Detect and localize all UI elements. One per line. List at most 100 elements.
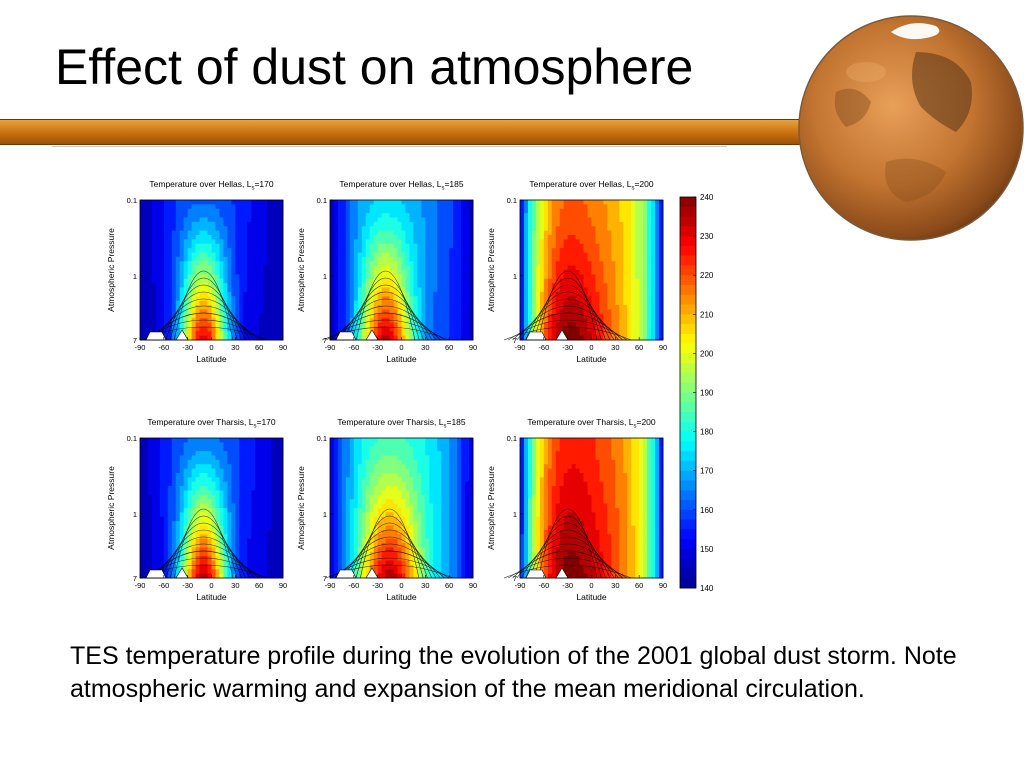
temperature-cell: [647, 252, 652, 258]
temperature-cell: [405, 451, 410, 456]
temperature-cell: [195, 313, 200, 319]
temperature-cell: [195, 256, 200, 262]
temperature-cell: [159, 464, 165, 470]
temperature-cell: [279, 481, 284, 487]
temperature-cell: [353, 274, 359, 280]
temperature-cell: [207, 296, 212, 302]
temperature-cell: [465, 305, 470, 310]
temperature-cell: [579, 252, 584, 258]
temperature-cell: [575, 331, 580, 337]
temperature-cell: [163, 508, 169, 513]
temperature-cell: [259, 529, 264, 535]
temperature-cell: [531, 326, 537, 332]
temperature-cell: [171, 204, 177, 210]
temperature-cell: [219, 573, 224, 579]
temperature-cell: [611, 322, 616, 328]
temperature-cell: [425, 318, 430, 323]
temperature-cell: [441, 243, 446, 249]
temperature-cell: [167, 265, 173, 271]
temperature-cell: [421, 287, 426, 293]
temperature-cell: [555, 252, 561, 258]
temperature-cell: [453, 235, 458, 240]
temperature-cell: [543, 226, 549, 232]
temperature-cell: [215, 287, 220, 293]
temperature-cell: [619, 331, 624, 337]
temperature-cell: [163, 274, 169, 280]
temperature-cell: [651, 252, 656, 258]
temperature-cell: [623, 221, 628, 227]
temperature-cell: [437, 256, 442, 262]
temperature-cell: [333, 252, 339, 258]
temperature-cell: [361, 464, 367, 470]
temperature-cell: [179, 248, 185, 253]
temperature-cell: [453, 326, 458, 332]
temperature-cell: [587, 331, 592, 337]
temperature-cell: [255, 213, 260, 218]
temperature-cell: [255, 451, 260, 456]
temperature-cell: [223, 481, 228, 487]
temperature-cell: [567, 313, 573, 319]
temperature-cell: [449, 204, 454, 210]
temperature-cell: [239, 547, 244, 553]
temperature-cell: [143, 217, 149, 223]
temperature-cell: [433, 270, 438, 275]
temperature-cell: [465, 442, 470, 448]
temperature-cell: [140, 217, 145, 223]
temperature-cell: [333, 278, 339, 284]
temperature-cell: [219, 477, 224, 483]
temperature-cell: [575, 300, 580, 306]
temperature-cell: [337, 313, 343, 319]
temperature-cell: [147, 318, 153, 323]
temperature-cell: [191, 322, 197, 328]
temperature-cell: [255, 235, 260, 240]
temperature-cell: [227, 248, 232, 253]
temperature-cell: [187, 300, 193, 306]
temperature-cell: [433, 300, 438, 306]
temperature-cell: [591, 243, 596, 249]
temperature-cell: [409, 252, 414, 258]
temperature-cell: [263, 252, 268, 258]
temperature-cell: [275, 213, 280, 218]
temperature-cell: [619, 200, 624, 205]
temperature-cell: [369, 261, 375, 267]
temperature-cell: [595, 300, 600, 306]
temperature-cell: [595, 230, 600, 236]
temperature-cell: [599, 208, 604, 214]
temperature-cell: [567, 239, 573, 245]
temperature-cell: [623, 230, 628, 236]
temperature-cell: [155, 274, 161, 280]
temperature-cell: [417, 221, 422, 227]
temperature-cell: [223, 512, 228, 518]
temperature-cell: [171, 296, 177, 302]
temperature-cell: [547, 204, 553, 210]
temperature-cell: [655, 239, 660, 245]
temperature-cell: [563, 296, 569, 302]
temperature-cell: [559, 291, 565, 297]
temperature-cell: [227, 291, 232, 297]
temperature-cell: [247, 283, 252, 288]
temperature-cell: [365, 252, 371, 258]
temperature-cell: [187, 309, 193, 315]
temperature-cell: [263, 274, 268, 280]
temperature-cell: [453, 252, 458, 258]
temperature-cell: [643, 287, 648, 293]
temperature-cell: [330, 243, 335, 249]
temperature-cell: [330, 326, 335, 332]
temperature-cell: [159, 313, 165, 319]
temperature-cell: [409, 200, 414, 205]
temperature-cell: [615, 217, 620, 223]
temperature-cell: [385, 300, 390, 306]
temperature-cell: [639, 313, 644, 319]
temperature-cell: [659, 217, 664, 223]
temperature-cell: [337, 296, 343, 302]
temperature-cell: [267, 200, 272, 205]
temperature-cell: [421, 252, 426, 258]
temperature-cell: [219, 508, 224, 513]
temperature-cell: [239, 309, 244, 315]
temperature-cell: [579, 235, 584, 240]
temperature-cell: [227, 252, 232, 258]
temperature-cell: [203, 503, 208, 509]
temperature-cell: [465, 221, 470, 227]
temperature-cell: [199, 477, 204, 483]
temperature-cell: [143, 313, 149, 319]
